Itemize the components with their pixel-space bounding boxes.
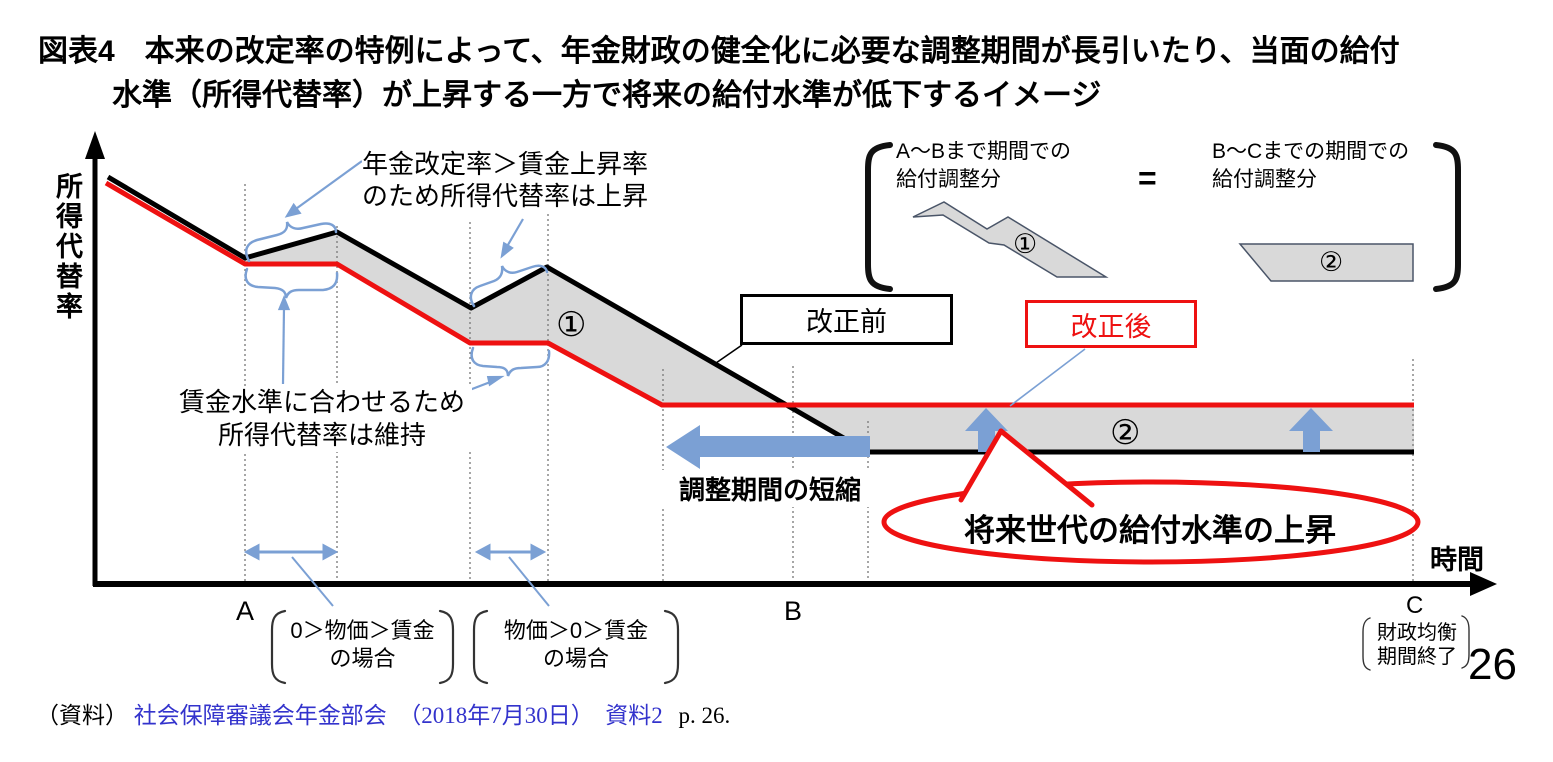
interval-arrows: [243, 543, 550, 607]
annotation-wage-keep: 賃金水準に合わせるため 所得代替率は維持: [172, 386, 472, 452]
tick-b: B: [784, 596, 803, 626]
brace-rise2: [469, 264, 549, 308]
annotation-rate-rise-l2: のため所得代替率は上昇: [362, 181, 649, 211]
equation-rhs: B～Cまでの期間での 給付調整分: [1212, 138, 1409, 194]
source-prefix: （資料）: [36, 703, 128, 728]
shorten-period-label: 調整期間の短縮: [660, 470, 880, 507]
brace-keep2: [470, 346, 551, 377]
source-pagenum: p. 26.: [678, 703, 731, 728]
condition-note-2: 物価＞0＞賃金 の場合: [474, 617, 678, 673]
band-marker-1: ①: [556, 306, 587, 344]
condition-brackets: [270, 609, 680, 685]
line-after-reform: [104, 180, 1414, 408]
legend-after-label: 改正後: [1070, 311, 1152, 342]
equation-rhs-l1: B～Cまでの期間での: [1212, 140, 1410, 163]
y-axis-label: 所得代替率: [52, 172, 82, 322]
future-benefit-bubble: [881, 428, 1421, 565]
annotation-wage-keep-l1: 賃金水準に合わせるため: [178, 387, 465, 417]
fiscal-brackets: [1362, 615, 1470, 671]
legend-before-box: 改正前: [740, 294, 953, 345]
annotation-rate-rise: 年金改定率＞賃金上昇率 のため所得代替率は上昇: [362, 148, 649, 212]
y-axis: [85, 131, 105, 586]
figure-title-line2: 水準（所得代替率）が上昇する一方で将来の給付水準が低下するイメージ: [112, 79, 1102, 112]
brace-keep1: [244, 267, 339, 299]
tick-a: A: [236, 596, 255, 626]
mini-marker-2: ②: [1319, 247, 1344, 277]
after-box-pointer: [1009, 348, 1086, 407]
equation-equals-sign: =: [1138, 160, 1157, 196]
condition-note-1: 0＞物価＞賃金 の場合: [272, 617, 453, 673]
future-benefit-label: 将来世代の給付水準の上昇: [964, 513, 1336, 548]
before-box-pointer: [715, 344, 743, 364]
fiscal-note-l2: 期間終了: [1377, 646, 1457, 668]
benefit-up-arrow-2: [1289, 408, 1333, 452]
equation-lhs-l1: A～Bまで期間での: [896, 140, 1072, 163]
equation-lhs: A～Bまで期間での 給付調整分: [896, 138, 1071, 194]
fiscal-note-l1: 財政均衡: [1377, 622, 1457, 644]
mini-zigzag-shape: [912, 201, 1109, 278]
mini-marker-1: ①: [1013, 229, 1038, 259]
legend-after-box: 改正後: [1025, 300, 1197, 348]
shorten-left-arrow: [666, 425, 870, 469]
annotation-wage-keep-l2: 所得代替率は維持: [217, 420, 426, 450]
x-axis: [93, 572, 1497, 596]
source-link[interactable]: 社会保障審議会年金部会 （2018年7月30日） 資料2: [133, 703, 663, 728]
equation-rhs-l2: 給付調整分: [1212, 168, 1317, 191]
benefit-adjustment-band: [245, 232, 1414, 452]
legend-before-label: 改正前: [806, 307, 887, 337]
page-number: 26: [1468, 640, 1517, 689]
benefit-up-arrow-1: [965, 408, 1008, 452]
condition-note-2-l2: の場合: [542, 646, 609, 671]
annotation-rate-rise-l1: 年金改定率＞賃金上昇率: [362, 149, 649, 179]
x-axis-label: 時間: [1430, 545, 1484, 575]
brace-rise1: [245, 221, 338, 263]
condition-note-1-l2: の場合: [329, 646, 396, 671]
tick-c: C: [1406, 592, 1424, 619]
fiscal-note: 財政均衡 期間終了: [1372, 621, 1462, 669]
mini-parallelogram-shape: [1238, 243, 1414, 282]
condition-note-2-l1: 物価＞0＞賃金: [503, 618, 649, 643]
equation-lhs-l2: 給付調整分: [896, 168, 1001, 191]
source-line: （資料） 社会保障審議会年金部会 （2018年7月30日） 資料2 p. 26.: [36, 696, 730, 730]
equation-brackets: [865, 142, 1461, 292]
figure-title-line1: 図表4 本来の改定率の特例によって、年金財政の健全化に必要な調整期間が長引いたり…: [38, 35, 1400, 68]
brace-group: [244, 221, 551, 377]
annotation-arrows: [277, 160, 524, 401]
band-marker-2: ②: [1110, 414, 1141, 452]
condition-note-1-l1: 0＞物価＞賃金: [290, 618, 435, 643]
